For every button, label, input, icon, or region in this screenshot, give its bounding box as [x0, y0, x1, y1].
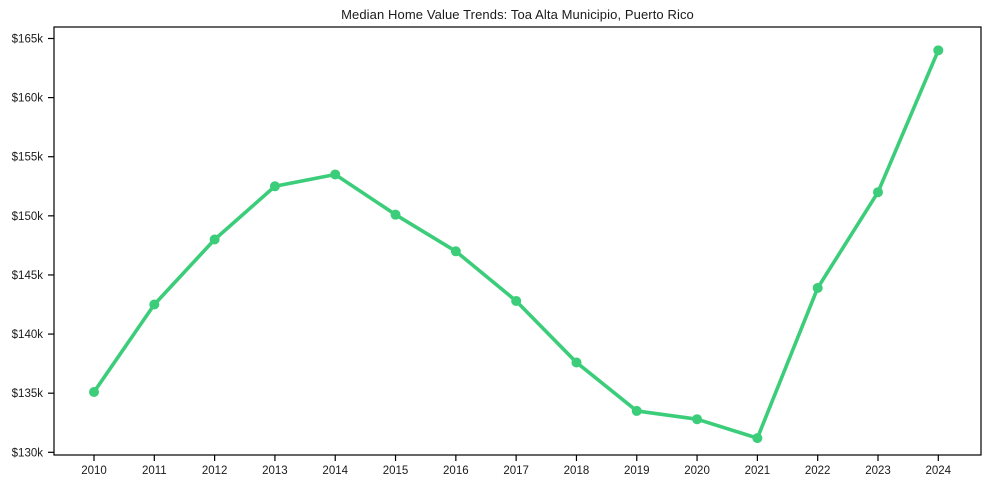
- y-tick-label: $130k: [12, 447, 44, 459]
- plot-border: [53, 26, 982, 456]
- x-tick-label: 2024: [926, 465, 952, 477]
- data-point-marker: [933, 45, 944, 56]
- x-tick-label: 2013: [262, 465, 288, 477]
- data-point-marker: [571, 357, 582, 368]
- data-point-marker: [631, 405, 642, 416]
- x-tick-label: 2020: [684, 465, 710, 477]
- data-point-marker: [330, 169, 341, 180]
- data-point-marker: [450, 246, 461, 257]
- x-tick-label: 2023: [865, 465, 891, 477]
- chart-title: Median Home Value Trends: Toa Alta Munic…: [341, 7, 694, 22]
- data-point-marker: [511, 295, 522, 306]
- x-tick-label: 2011: [142, 465, 167, 477]
- x-tick-label: 2010: [81, 465, 107, 477]
- x-tick-label: 2017: [503, 465, 529, 477]
- data-point-marker: [89, 387, 99, 398]
- data-point-marker: [692, 414, 703, 425]
- data-point-marker: [812, 282, 823, 293]
- data-point-marker: [752, 433, 763, 444]
- data-point-marker: [872, 187, 883, 198]
- x-tick-label: 2014: [322, 465, 348, 477]
- data-point-marker: [149, 299, 160, 310]
- x-tick-label: 2015: [383, 465, 409, 477]
- x-tick-label: 2018: [564, 465, 590, 477]
- y-tick-label: $135k: [12, 388, 44, 400]
- x-tick-label: 2019: [624, 465, 650, 477]
- y-tick-label: $160k: [12, 93, 44, 105]
- data-point-marker: [390, 209, 401, 220]
- x-tick-label: 2022: [805, 465, 831, 477]
- y-tick-label: $140k: [12, 329, 44, 341]
- y-tick-label: $155k: [12, 152, 44, 164]
- x-tick-label: 2021: [745, 465, 771, 477]
- data-point-marker: [209, 234, 220, 245]
- trend-line: [92, 48, 941, 440]
- x-tick-label: 2016: [443, 465, 469, 477]
- x-tick-label: 2012: [202, 465, 228, 477]
- y-tick-label: $150k: [12, 211, 44, 223]
- y-tick-label: $165k: [12, 33, 44, 45]
- data-point-marker: [269, 181, 280, 192]
- y-tick-label: $145k: [12, 270, 44, 282]
